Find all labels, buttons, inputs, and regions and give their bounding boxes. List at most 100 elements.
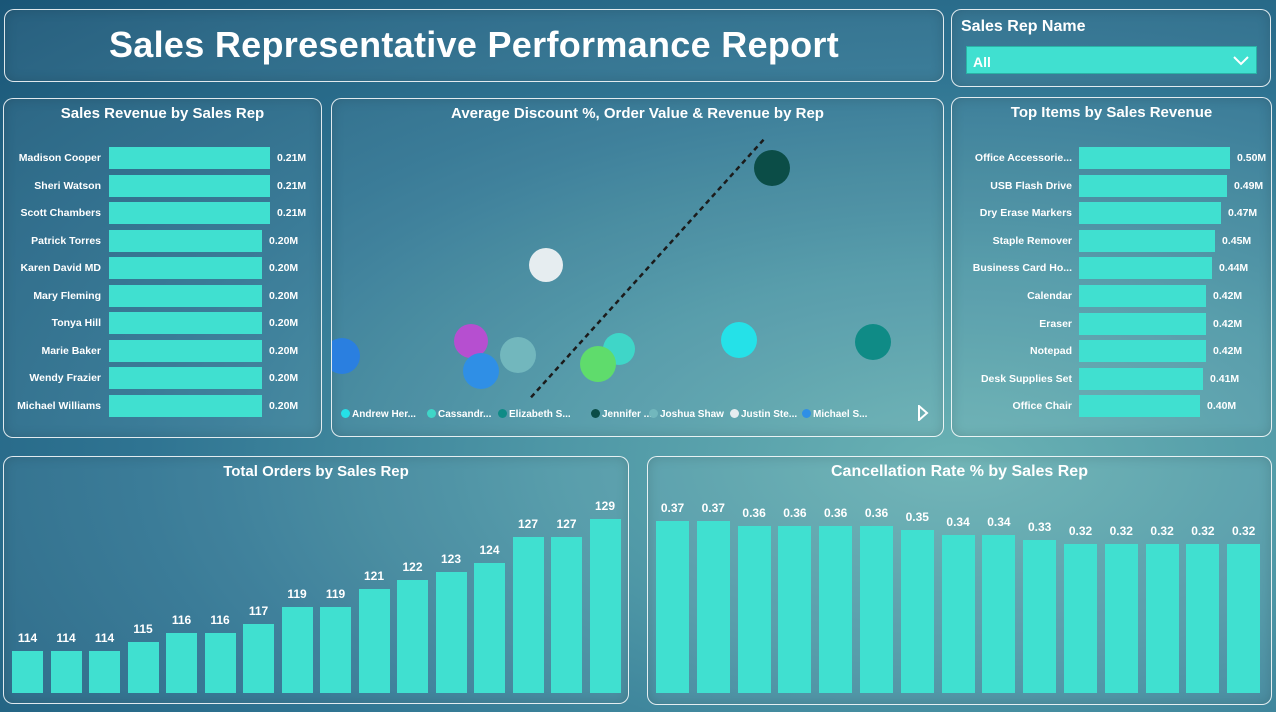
bar-row[interactable]: Tonya Hill 0.20M (4, 312, 321, 334)
bar[interactable] (696, 521, 730, 693)
bar[interactable] (656, 521, 689, 693)
bar[interactable] (1079, 367, 1203, 390)
bar-row[interactable]: Karen David MD 0.20M (4, 257, 321, 279)
bar[interactable] (512, 537, 544, 693)
legend-item[interactable]: Joshua Shaw (649, 409, 724, 420)
bar-value-label: 0.40M (1207, 400, 1237, 413)
bar-row[interactable]: Sheri Watson 0.21M (4, 174, 321, 197)
bar[interactable] (900, 530, 934, 693)
bar[interactable] (109, 312, 262, 334)
legend-item[interactable]: Andrew Her... (341, 409, 416, 420)
bar-row[interactable]: Desk Supplies Set 0.41M (952, 367, 1271, 390)
bar[interactable] (1079, 147, 1230, 169)
bar[interactable] (109, 339, 262, 362)
bar-row[interactable]: Office Chair 0.40M (952, 395, 1271, 418)
bar[interactable] (1104, 544, 1138, 693)
scatter-point[interactable] (721, 322, 757, 358)
bar[interactable] (589, 519, 621, 693)
bar[interactable] (281, 607, 313, 693)
legend-item[interactable]: Justin Ste... (730, 409, 797, 420)
bar-row[interactable]: Notepad 0.42M (952, 340, 1271, 363)
bar[interactable] (1227, 544, 1261, 693)
scatter-point[interactable] (454, 324, 488, 358)
bar[interactable] (819, 526, 853, 693)
bar[interactable] (109, 284, 262, 307)
legend-next-arrow-icon[interactable] (917, 405, 929, 421)
scatter-point[interactable] (580, 346, 616, 382)
top-items-chart[interactable]: Top Items by Sales Revenue Office Access… (951, 97, 1272, 437)
bar[interactable] (166, 633, 197, 693)
bar[interactable] (860, 526, 893, 693)
bar-row[interactable]: Marie Baker 0.20M (4, 339, 321, 362)
bar[interactable] (109, 174, 270, 197)
orders-by-rep-chart[interactable]: Total Orders by Sales Rep 114 114 114 115 11… (3, 456, 629, 704)
bar[interactable] (1186, 544, 1220, 693)
bar[interactable] (320, 607, 351, 693)
sales-rep-dropdown[interactable]: All (966, 46, 1257, 74)
bar[interactable] (50, 651, 82, 693)
bar[interactable] (109, 394, 262, 417)
bar-row[interactable]: Mary Fleming 0.20M (4, 284, 321, 307)
legend-item[interactable]: Elizabeth S... (498, 409, 571, 420)
bar[interactable] (737, 526, 771, 693)
bar[interactable] (1079, 395, 1200, 418)
scatter-point[interactable] (529, 248, 563, 282)
bar-category-label: Karen David MD (20, 262, 101, 274)
bar[interactable] (1145, 544, 1179, 693)
discount-scatter-chart[interactable]: Average Discount %, Order Value & Revenu… (331, 98, 944, 437)
scatter-point[interactable] (463, 353, 499, 389)
bar-row[interactable]: Wendy Frazier 0.20M (4, 367, 321, 389)
bar-row[interactable]: Calendar 0.42M (952, 285, 1271, 307)
bar[interactable] (1079, 340, 1206, 363)
bar[interactable] (397, 580, 428, 693)
bar[interactable] (109, 202, 270, 224)
bar-row[interactable]: Michael Williams 0.20M (4, 394, 321, 417)
bar-row[interactable]: Eraser 0.42M (952, 312, 1271, 335)
scatter-point[interactable] (855, 324, 891, 360)
bar[interactable] (1064, 544, 1097, 693)
bar-value-label: 117 (248, 604, 269, 618)
bar[interactable] (1079, 174, 1227, 197)
bar[interactable] (358, 589, 390, 693)
bar[interactable] (1023, 540, 1057, 693)
bar-row[interactable]: Staple Remover 0.45M (952, 229, 1271, 252)
bar[interactable] (1079, 285, 1206, 307)
legend-item[interactable]: Cassandr... (427, 409, 491, 420)
bar-value-label: 0.20M (269, 317, 299, 329)
bar[interactable] (551, 537, 582, 693)
bar[interactable] (1079, 202, 1221, 225)
bar[interactable] (243, 624, 274, 693)
bar[interactable] (941, 535, 975, 693)
bar[interactable] (982, 535, 1016, 693)
bar-row[interactable]: Business Card Ho... 0.44M (952, 257, 1271, 280)
bar-row[interactable]: Madison Cooper 0.21M (4, 147, 321, 169)
bar[interactable] (89, 651, 120, 693)
bar[interactable] (435, 572, 467, 693)
bar[interactable] (12, 651, 43, 693)
bar-row[interactable]: Patrick Torres 0.20M (4, 229, 321, 252)
bar-row[interactable]: Office Accessorie... 0.50M (952, 147, 1271, 169)
page-title: Sales Representative Performance Report (109, 24, 839, 65)
bar[interactable] (1079, 312, 1206, 335)
bar[interactable] (204, 633, 236, 693)
bar[interactable] (127, 642, 159, 693)
bar[interactable] (1079, 229, 1215, 252)
legend-item[interactable]: Jennifer ... (591, 409, 652, 420)
bar[interactable] (1079, 257, 1212, 280)
bar-row[interactable]: Scott Chambers 0.21M (4, 202, 321, 224)
bar[interactable] (778, 526, 812, 693)
cancellation-rate-chart[interactable]: Cancellation Rate % by Sales Rep 0.37 0.3… (647, 456, 1272, 705)
scatter-point[interactable] (754, 150, 790, 186)
bar[interactable] (474, 563, 505, 693)
scatter-point[interactable] (332, 338, 360, 374)
bar[interactable] (109, 257, 262, 279)
legend-item[interactable]: Michael S... (802, 409, 867, 420)
bar[interactable] (109, 229, 262, 252)
bar[interactable] (109, 367, 262, 389)
bar-value-label: 0.42M (1213, 317, 1243, 330)
bar-row[interactable]: USB Flash Drive 0.49M (952, 174, 1271, 197)
bar-row[interactable]: Dry Erase Markers 0.47M (952, 202, 1271, 225)
revenue-by-rep-chart[interactable]: Sales Revenue by Sales Rep Madison Coope… (3, 98, 322, 438)
scatter-point[interactable] (500, 337, 536, 373)
bar[interactable] (109, 147, 270, 169)
